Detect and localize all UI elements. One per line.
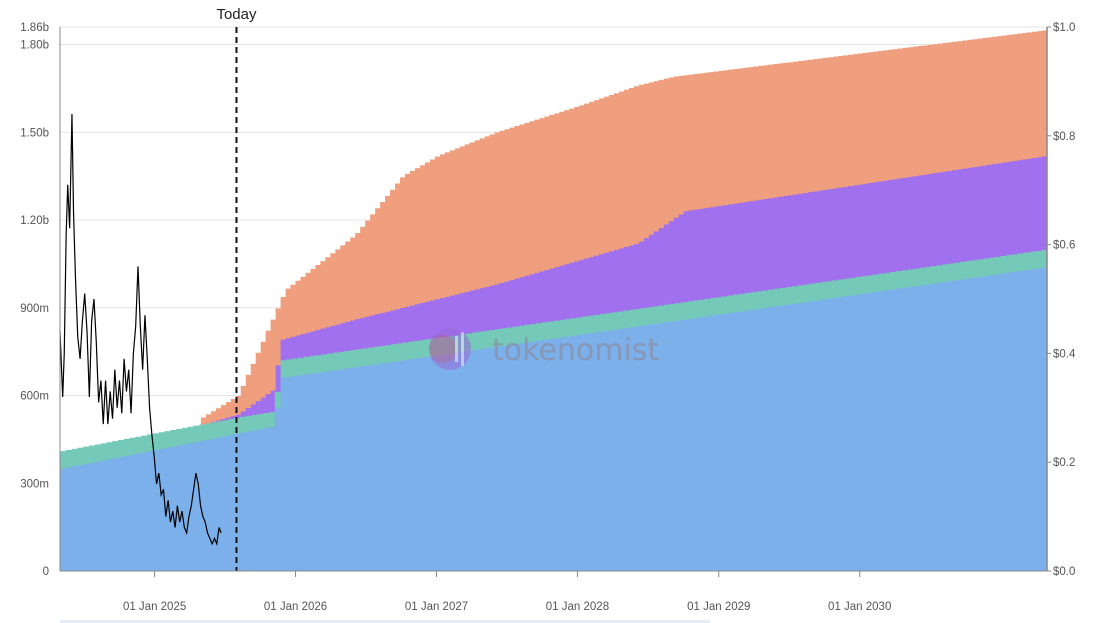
chart-navigator-track[interactable] bbox=[60, 620, 710, 623]
stacked-area-series bbox=[60, 29, 1047, 572]
axes bbox=[59, 27, 1048, 572]
x-tick-label: 01 Jan 2027 bbox=[405, 601, 468, 613]
right-tick-label: $0.8 bbox=[1053, 131, 1075, 143]
x-tick-label: 01 Jan 2028 bbox=[546, 601, 609, 613]
watermark-text: tokenomist bbox=[492, 333, 659, 368]
x-tick-label: 01 Jan 2030 bbox=[828, 601, 891, 613]
right-tick-label: $0.4 bbox=[1053, 348, 1076, 360]
left-tick-label: 600m bbox=[20, 391, 49, 403]
left-tick-label: 0 bbox=[43, 566, 49, 578]
left-tick-label: 1.86b bbox=[20, 22, 49, 34]
left-tick-label: 1.20b bbox=[20, 215, 49, 227]
left-tick-label: 300m bbox=[20, 478, 49, 490]
x-axis-tick-labels: 01 Jan 2025 01 Jan 2026 01 Jan 2027 01 Jan … bbox=[123, 571, 891, 613]
watermark: tokenomist bbox=[429, 328, 659, 370]
x-tick-label: 01 Jan 2026 bbox=[264, 601, 327, 613]
right-tick-label: $1.0 bbox=[1053, 22, 1075, 34]
price-line bbox=[59, 114, 222, 547]
right-tick-label: $0.2 bbox=[1053, 457, 1075, 469]
right-tick-label: $0.6 bbox=[1053, 240, 1075, 252]
x-tick-label: 01 Jan 2029 bbox=[687, 601, 750, 613]
today-marker: Today bbox=[216, 6, 257, 571]
left-tick-label: 1.50b bbox=[20, 127, 49, 139]
today-label: Today bbox=[216, 6, 257, 23]
x-tick-label: 01 Jan 2025 bbox=[123, 601, 186, 613]
price-line-layer bbox=[59, 114, 222, 547]
right-axis-tick-labels: $0.0 $0.2 $0.4 $0.6 $0.8 $1.0 bbox=[1047, 22, 1076, 578]
left-tick-label: 1.80b bbox=[20, 40, 49, 52]
right-tick-label: $0.0 bbox=[1053, 566, 1075, 578]
series-area-0 bbox=[60, 266, 1047, 571]
left-axis-tick-labels: 0 300m 600m 900m 1.20b 1.50b 1.80b 1.86b bbox=[20, 22, 49, 578]
left-tick-label: 900m bbox=[20, 303, 49, 315]
tokenomist-logo-icon bbox=[429, 328, 471, 370]
